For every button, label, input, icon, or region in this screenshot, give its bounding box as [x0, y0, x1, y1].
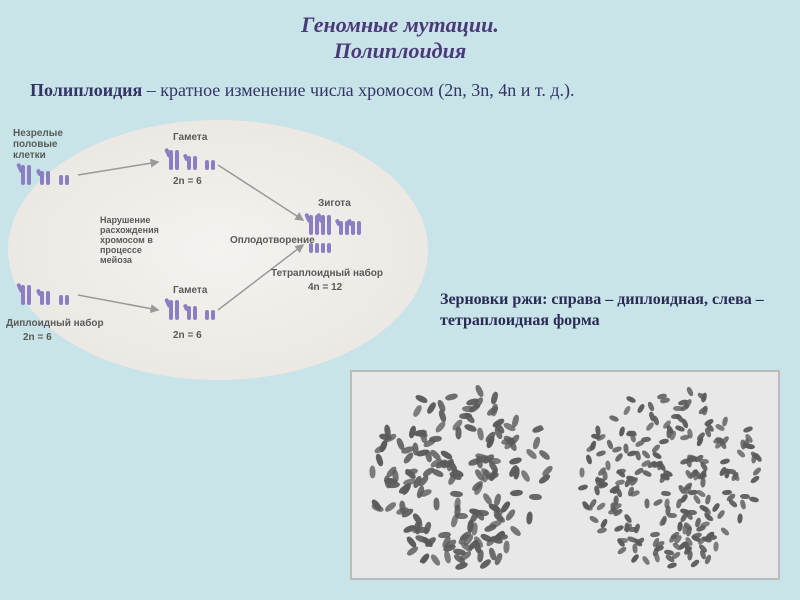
label-2n-top: 2n = 6 [173, 176, 202, 187]
label-gamete-bottom: Гамета [173, 285, 207, 296]
label-diploid: Диплоидный набор [6, 318, 104, 329]
definition-term: Полиплоидия [30, 80, 142, 100]
label-immature: Незрелые половые клетки [13, 128, 93, 161]
label-zygote: Зигота [318, 198, 351, 209]
label-tetraploid-n: 4n = 12 [308, 282, 342, 293]
title-line-2: Полиплоидия [0, 38, 800, 64]
title-line-1: Геномные мутации. [0, 12, 800, 38]
definition-rest: – кратное изменение числа хромосом (2n, … [142, 80, 574, 100]
label-fertilization: Оплодотворение [230, 235, 315, 246]
label-diploid-n: 2n = 6 [23, 332, 52, 343]
label-tetraploid: Тетраплоидный набор [271, 268, 383, 279]
label-gamete-top: Гамета [173, 132, 207, 143]
grain-caption: Зерновки ржи: справа – диплоидная, слева… [440, 290, 770, 332]
definition-text: Полиплоидия – кратное изменение числа хр… [0, 72, 800, 107]
grain-pile-left [367, 382, 557, 572]
polyploidy-diagram: Незрелые половые клетки Гамета 2n = 6 Зи… [8, 120, 428, 380]
label-disrupt: Нарушение расхождения хромосом в процесс… [100, 215, 175, 265]
label-2n-bottom: 2n = 6 [173, 330, 202, 341]
grain-photo [350, 370, 780, 580]
grain-pile-right [577, 382, 767, 572]
title-block: Геномные мутации. Полиплоидия [0, 0, 800, 72]
